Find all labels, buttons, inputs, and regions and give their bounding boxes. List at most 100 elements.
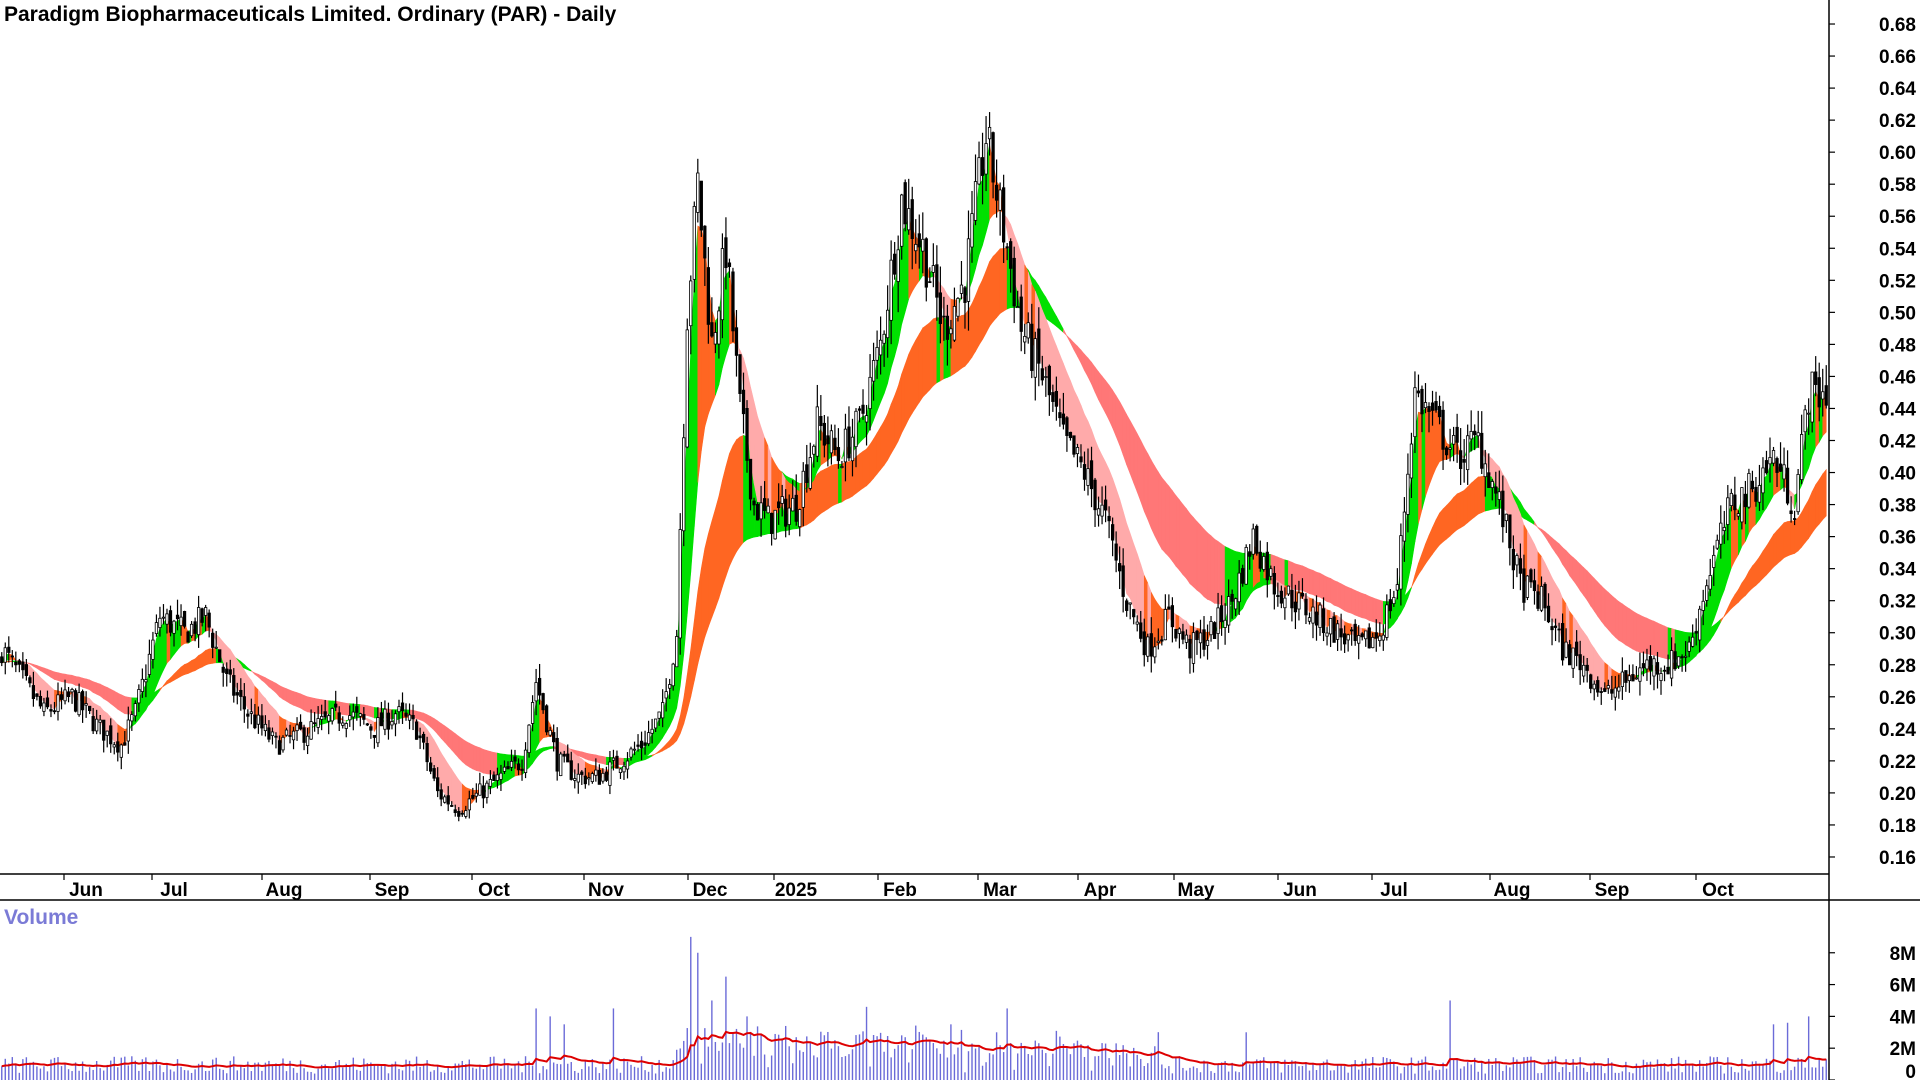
price-candle [418,727,422,749]
price-candle [1599,687,1603,705]
long-band-segment [1066,335,1071,343]
price-candle [73,688,78,713]
long-band-segment [876,426,881,475]
price-candle [576,763,580,794]
long-band-segment [268,679,273,691]
x-tick-label: Aug [1494,880,1531,901]
long-band-segment [201,649,206,668]
price-candle [1307,612,1312,625]
price-candle [562,750,566,763]
long-band-segment [1189,512,1194,588]
long-band-segment [433,718,438,735]
long-band-segment [476,746,481,772]
price-candle [864,404,869,446]
price-candle [355,696,359,721]
x-tick-label: Apr [1084,880,1117,901]
price-candle [253,703,257,730]
price-candle [1409,432,1414,498]
long-band-segment [1653,620,1658,657]
price-candle [390,710,394,730]
price-candle [457,807,461,822]
price-candle [242,683,246,723]
price-candle [70,687,74,704]
price-candle [1009,238,1013,293]
price-candle [1620,657,1624,700]
long-band-segment [708,521,713,627]
price-candle [481,776,485,809]
volume-y-tick-label: 8M [1890,944,1916,965]
long-band-segment [718,480,723,599]
price-candle [1075,443,1080,468]
price-candle [506,761,510,770]
y-tick-label: 0.16 [1879,848,1916,869]
long-band-segment [437,720,442,740]
price-candle [1002,174,1006,263]
price-candle [137,684,141,712]
long-band-segment [444,725,449,747]
long-band-segment [1150,459,1156,537]
long-band-segment [676,716,681,741]
price-candle [323,699,327,720]
price-candle [372,734,377,749]
price-candle [334,690,338,711]
price-candle [1195,629,1199,655]
long-band-segment [929,318,934,391]
long-band-segment [599,755,604,765]
price-candle [952,287,957,342]
long-band-segment [1664,625,1669,660]
volume-y-tick-label: 2M [1890,1039,1916,1060]
long-band-segment [89,679,94,694]
price-candle [762,481,767,519]
price-candle [1557,622,1561,643]
long-band-segment [1734,588,1739,606]
price-candle [938,266,942,344]
price-candle [270,727,275,745]
price-candle [1821,368,1825,417]
price-candle [429,756,433,775]
price-candle [28,675,32,688]
price-candle [260,704,264,736]
y-tick-label: 0.22 [1879,752,1916,773]
long-band-segment [1319,572,1324,600]
price-candle [1539,576,1544,613]
price-candle [1205,624,1210,660]
price-candle [1638,652,1642,696]
long-band-segment [686,649,692,712]
long-band-segment [1140,440,1145,512]
price-candle [1399,523,1403,606]
y-tick-label: 0.34 [1879,560,1916,581]
price-candle [84,691,88,718]
long-band-segment [1460,489,1465,529]
price-candle [1230,589,1234,619]
long-band-segment [1414,563,1419,582]
long-band-segment [40,666,45,674]
price-candle [1139,610,1143,643]
price-candle [1543,582,1547,621]
long-band-segment [1548,534,1553,549]
long-band-segment [834,463,839,506]
price-candle [502,760,507,774]
long-band-segment [585,752,590,761]
price-candle [119,743,123,770]
price-candle [949,319,953,349]
price-candle [453,804,457,817]
price-candle [1191,622,1196,673]
long-band-segment [859,450,864,492]
price-candle [1578,640,1582,685]
price-candle [1536,584,1540,612]
long-band-segment [1720,614,1725,623]
long-band-segment [1713,622,1718,636]
long-band-segment [1723,607,1729,618]
price-candle [812,444,816,468]
price-candle [1156,628,1160,650]
long-band-segment [866,443,871,487]
price-candle [921,212,925,274]
price-candle [1149,617,1153,673]
price-candle [1785,450,1790,506]
long-band-segment [1281,558,1286,588]
long-band-segment [1059,322,1064,334]
price-candle [907,178,911,235]
price-candle [158,606,162,637]
long-band-segment [289,689,294,706]
price-candle [291,726,296,750]
